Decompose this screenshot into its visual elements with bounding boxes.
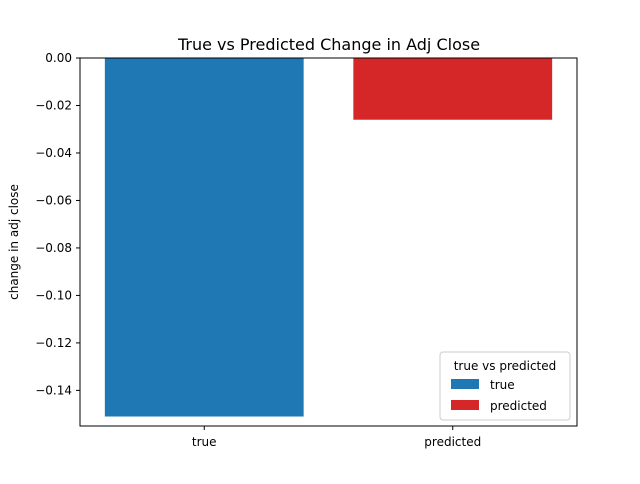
y-tick-label: −0.08	[35, 241, 72, 255]
legend-swatch-true	[451, 379, 479, 389]
y-axis-ticks: 0.00 −0.02 −0.04 −0.06 −0.08 −0.10 −0.12 −0.14	[35, 51, 80, 397]
y-tick-label: −0.12	[35, 336, 72, 350]
x-tick-label: predicted	[424, 435, 481, 449]
chart-title: True vs Predicted Change in Adj Close	[177, 35, 480, 54]
legend-swatch-predicted	[451, 400, 479, 410]
legend-label-true: true	[490, 378, 515, 392]
y-tick-label: −0.14	[35, 383, 72, 397]
bar-true	[104, 58, 304, 417]
legend-entries: true predicted	[451, 378, 547, 413]
y-tick-label: −0.02	[35, 98, 72, 112]
plot-frame	[79, 57, 578, 427]
bar-predicted	[353, 58, 553, 120]
x-tick-label: true	[192, 435, 217, 449]
legend: true vs predicted true predicted	[439, 351, 571, 421]
y-tick-label: −0.06	[35, 193, 72, 207]
y-axis-label: change in adj close	[7, 184, 21, 300]
legend-title: true vs predicted	[454, 359, 557, 373]
legend-label-predicted: predicted	[490, 399, 547, 413]
bars-layer	[104, 58, 553, 417]
x-axis-ticks: true predicted	[192, 426, 481, 449]
y-tick-label: −0.10	[35, 288, 72, 302]
y-tick-label: 0.00	[45, 51, 72, 65]
y-tick-label: −0.04	[35, 146, 72, 160]
